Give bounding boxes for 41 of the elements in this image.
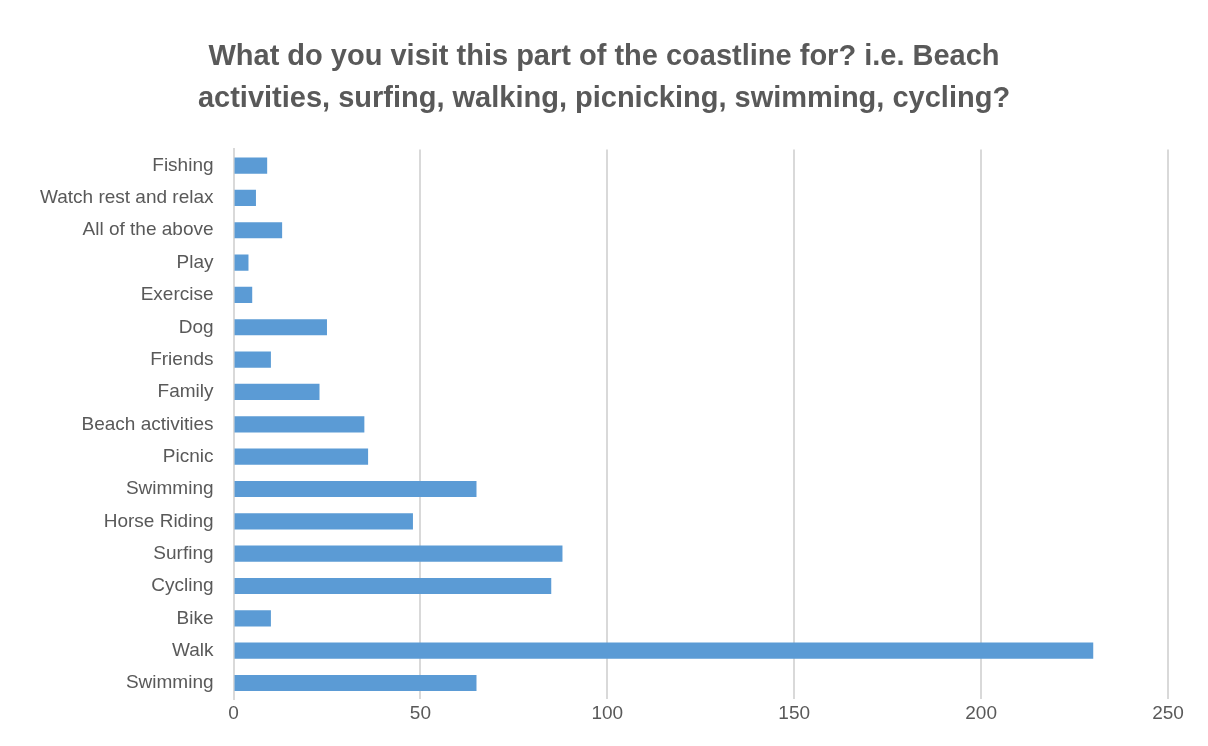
y-tick-label: Play [176, 250, 215, 272]
y-tick-label: Picnic [162, 444, 214, 466]
bar [234, 642, 1094, 659]
y-tick-label: Beach activities [81, 412, 214, 434]
bar [234, 319, 327, 336]
bar [234, 674, 477, 692]
bar [234, 416, 365, 433]
y-tick-label: Walk [172, 638, 215, 660]
bar [234, 189, 256, 206]
chart-title: What do you visit this part of the coastline for? i.e. Beach activities, surfing, walking, picnicking, swimming, cycling? [196, 38, 1012, 115]
y-tick-label: Friends [150, 347, 214, 369]
y-tick-label: Family [157, 380, 215, 402]
y-tick-label: Swimming [125, 671, 214, 693]
bar [234, 254, 249, 271]
y-tick-label: Surfing [153, 541, 214, 563]
bar [234, 383, 320, 401]
bar [234, 610, 271, 627]
x-tick-label: 250 [1152, 701, 1184, 723]
x-tick-label: 200 [965, 701, 997, 723]
bar [234, 222, 283, 239]
y-tick-label: Watch rest and relax [39, 186, 215, 208]
bar [234, 286, 253, 304]
y-tick-label: Bike [176, 606, 214, 628]
y-tick-label: Swimming [125, 477, 214, 499]
y-tick-label: Exercise [140, 283, 214, 305]
x-tick-label: 0 [228, 701, 239, 723]
bar [234, 480, 477, 498]
x-tick-label: 50 [409, 701, 431, 723]
y-tick-label: Cycling [151, 574, 214, 596]
y-tick-label: Fishing [152, 153, 214, 175]
bar [234, 157, 268, 174]
bar [234, 351, 271, 368]
y-tick-label: All of the above [82, 218, 214, 240]
y-tick-label: Dog [178, 315, 214, 337]
y-tick-label: Horse Riding [103, 509, 214, 531]
bar [234, 545, 563, 562]
x-tick-label: 100 [591, 701, 624, 723]
bar [234, 513, 413, 530]
bar [234, 577, 552, 595]
x-tick-label: 150 [778, 701, 811, 723]
bar [234, 448, 369, 465]
